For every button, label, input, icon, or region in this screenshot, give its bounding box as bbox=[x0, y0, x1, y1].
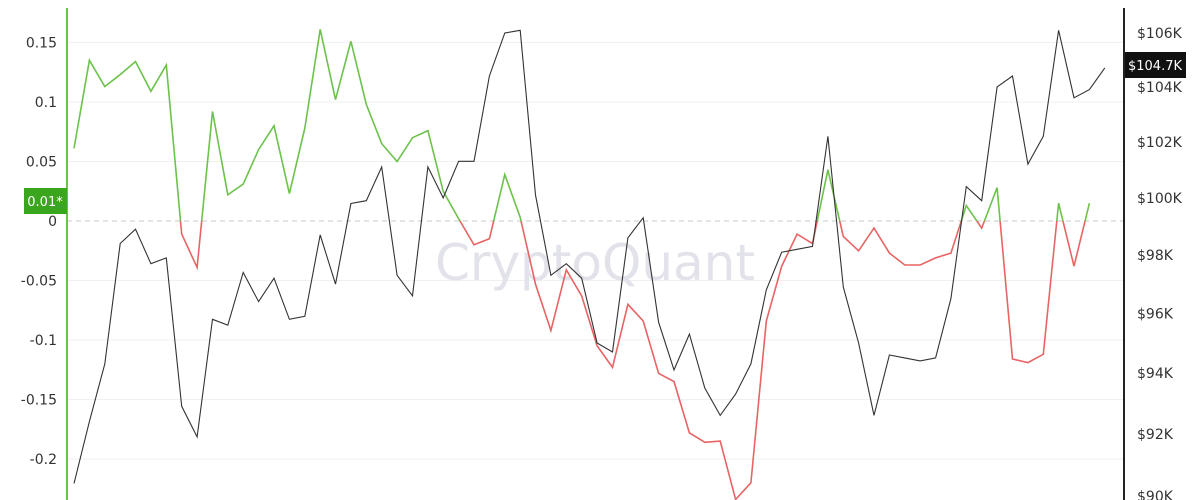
left-axis: 0.15 0.1 0.05 0 -0.05 -0.1 -0.15 -0.2 bbox=[21, 36, 57, 469]
left-tick-label: -0.1 bbox=[30, 333, 57, 349]
right-tick-label: $92K bbox=[1137, 427, 1174, 443]
left-tick-label: -0.05 bbox=[21, 274, 57, 290]
right-axis: $106K $104K $102K $100K $98K $96K $94K $92K $90K bbox=[1137, 26, 1183, 500]
right-tick-label: $102K bbox=[1137, 135, 1183, 151]
left-tick-label: 0.05 bbox=[26, 155, 57, 171]
right-current-badge-text: $104.7K bbox=[1128, 59, 1182, 74]
left-current-badge-text: 0.01* bbox=[27, 195, 63, 210]
right-tick-label: $104K bbox=[1137, 80, 1183, 96]
right-tick-label: $100K bbox=[1137, 191, 1183, 207]
right-tick-label: $94K bbox=[1137, 366, 1174, 382]
oscillator-line-positive bbox=[73, 29, 1091, 221]
left-tick-label: -0.15 bbox=[21, 393, 57, 409]
left-tick-label: -0.2 bbox=[30, 452, 57, 468]
left-tick-label: 0.1 bbox=[35, 95, 57, 111]
right-tick-label: $90K bbox=[1137, 489, 1174, 500]
price-line bbox=[73, 29, 1106, 484]
right-tick-label: $96K bbox=[1137, 306, 1174, 322]
right-tick-label: $106K bbox=[1137, 26, 1183, 42]
oscillator-line-negative bbox=[179, 221, 1086, 500]
watermark: CryptoQuant bbox=[435, 234, 755, 292]
left-tick-label: 0.15 bbox=[26, 36, 57, 52]
right-tick-label: $98K bbox=[1137, 248, 1174, 264]
left-current-badge bbox=[24, 188, 67, 214]
right-current-badge bbox=[1125, 52, 1186, 78]
left-tick-label: 0 bbox=[48, 214, 57, 230]
